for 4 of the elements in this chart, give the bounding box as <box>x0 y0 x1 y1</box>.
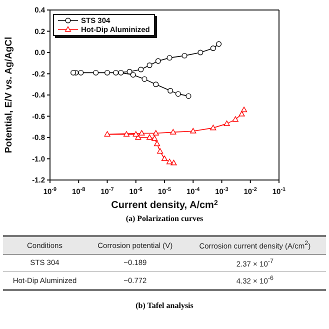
x-axis-title: Current density, A/cm$^{2}$ <box>111 200 218 211</box>
text: (b) Tafel analysis <box>134 300 194 310</box>
y-axis-title: Potential, E/V vs. Ag/AgCl <box>3 36 14 154</box>
text: (a) Polarization curves <box>124 214 204 223</box>
